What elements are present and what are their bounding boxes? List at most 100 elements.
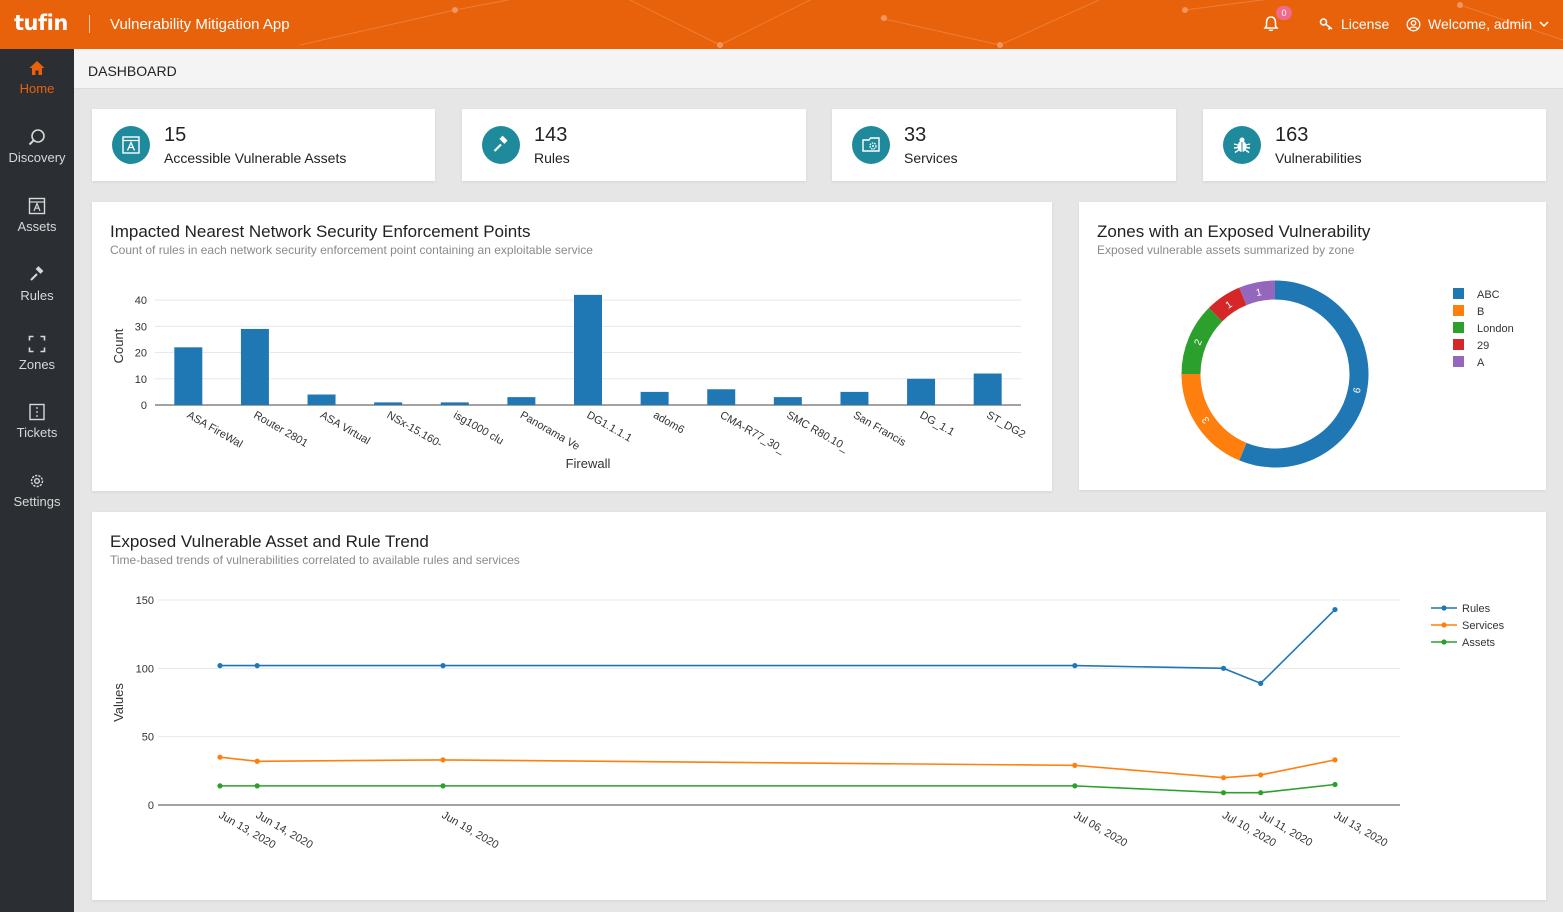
legend-label: Rules bbox=[1462, 603, 1491, 615]
y-tick-label: 10 bbox=[135, 374, 147, 386]
bar bbox=[907, 378, 936, 405]
bar bbox=[507, 397, 536, 405]
donut-slice bbox=[1181, 307, 1223, 375]
y-tick-label: 0 bbox=[148, 800, 154, 812]
bell-icon[interactable] bbox=[1262, 15, 1280, 33]
sidebar-item-assets[interactable]: Assets bbox=[0, 187, 74, 247]
legend-label: 29 bbox=[1477, 340, 1489, 352]
bar bbox=[240, 328, 269, 405]
sidebar-item-home[interactable]: Home bbox=[0, 49, 74, 109]
stat-icon-circle bbox=[482, 126, 520, 164]
data-point bbox=[1332, 606, 1338, 613]
stat-card-assets[interactable]: 15 Accessible Vulnerable Assets bbox=[92, 109, 435, 181]
donut-hole bbox=[1201, 300, 1349, 448]
data-point bbox=[1072, 783, 1078, 789]
y-tick-label: 100 bbox=[136, 663, 154, 675]
bar bbox=[707, 389, 736, 405]
gavel-icon bbox=[493, 135, 508, 152]
panel-subtitle: Count of rules in each network security … bbox=[110, 243, 593, 257]
stat-value: 143 bbox=[534, 124, 568, 146]
ticket-icon bbox=[29, 403, 45, 421]
y-axis-title: Count bbox=[111, 328, 126, 363]
legend-marker bbox=[1441, 622, 1447, 628]
bar bbox=[773, 397, 802, 405]
data-point bbox=[254, 758, 260, 764]
stat-icon-circle bbox=[112, 126, 150, 164]
trend-chart-panel: Exposed Vulnerable Asset and Rule Trend … bbox=[92, 512, 1546, 900]
legend-swatch bbox=[1453, 305, 1464, 316]
x-tick-label: Jun 19, 2020 bbox=[440, 809, 501, 851]
x-tick-label: ST_DG2 bbox=[984, 409, 1027, 441]
y-tick-label: 20 bbox=[135, 348, 147, 360]
y-tick-label: 30 bbox=[135, 321, 147, 333]
asset-icon bbox=[122, 136, 140, 154]
data-point bbox=[1258, 680, 1264, 686]
donut-slice bbox=[1239, 280, 1276, 306]
data-point bbox=[440, 757, 446, 763]
legend-label: ABC bbox=[1477, 289, 1500, 301]
bar bbox=[374, 402, 403, 405]
series-line bbox=[220, 608, 1336, 685]
stat-card-services[interactable]: 33 Services bbox=[832, 109, 1176, 181]
breadcrumb: DASHBOARD bbox=[74, 49, 1563, 89]
y-tick-label: 40 bbox=[135, 295, 147, 307]
legend-label: A bbox=[1477, 357, 1485, 369]
stat-card-rules[interactable]: 143 Rules bbox=[462, 109, 806, 181]
tufin-logo[interactable]: tufin bbox=[14, 11, 68, 35]
x-tick-label: Jul 06, 2020 bbox=[1071, 809, 1129, 849]
data-point bbox=[1332, 781, 1338, 788]
legend-marker bbox=[1441, 605, 1447, 611]
data-point bbox=[1072, 762, 1078, 768]
x-tick-label: Panorama Ve bbox=[518, 409, 582, 453]
bar bbox=[574, 294, 602, 405]
data-point bbox=[217, 663, 223, 669]
stat-value: 33 bbox=[904, 124, 927, 146]
bar-chart-panel: Impacted Nearest Network Security Enforc… bbox=[92, 202, 1052, 491]
y-tick-label: 50 bbox=[142, 732, 154, 744]
gavel-icon bbox=[30, 266, 44, 281]
stat-label: Vulnerabilities bbox=[1275, 150, 1362, 166]
slice-value-label: 9 bbox=[1350, 386, 1362, 394]
x-tick-label: adom6 bbox=[651, 409, 686, 436]
slice-value-label: 1 bbox=[1255, 287, 1263, 299]
zone-icon bbox=[28, 335, 46, 353]
license-link[interactable]: License bbox=[1319, 16, 1389, 32]
legend-swatch bbox=[1453, 288, 1464, 299]
stat-value: 15 bbox=[164, 124, 187, 146]
sidebar-item-tickets[interactable]: Tickets bbox=[0, 393, 74, 453]
bar bbox=[174, 347, 203, 405]
donut-slice bbox=[1239, 280, 1369, 468]
sidebar-item-rules[interactable]: Rules bbox=[0, 256, 74, 316]
user-menu[interactable]: Welcome, admin bbox=[1406, 16, 1549, 32]
sidebar-item-label: Settings bbox=[13, 494, 61, 509]
license-label: License bbox=[1341, 16, 1390, 32]
stat-icon-circle bbox=[852, 126, 890, 164]
chevron-down-icon bbox=[1539, 21, 1549, 28]
sidebar-item-label: Rules bbox=[20, 288, 54, 303]
home-icon bbox=[29, 61, 45, 75]
legend-label: Assets bbox=[1462, 637, 1496, 649]
bar bbox=[973, 373, 1002, 405]
bar bbox=[840, 391, 869, 405]
sidebar-item-settings[interactable]: Settings bbox=[0, 462, 74, 522]
sidebar-item-zones[interactable]: Zones bbox=[0, 325, 74, 385]
legend-label: Services bbox=[1462, 620, 1505, 632]
x-tick-label: CMA-R77_30_ bbox=[718, 409, 788, 456]
series-line bbox=[220, 783, 1336, 794]
data-point bbox=[1258, 772, 1264, 778]
bar bbox=[307, 394, 336, 405]
series-line bbox=[219, 756, 1336, 779]
data-point bbox=[217, 783, 223, 789]
data-point bbox=[440, 783, 446, 789]
legend-swatch bbox=[1453, 322, 1464, 333]
stat-card-vulnerabilities[interactable]: 163 Vulnerabilities bbox=[1203, 109, 1546, 181]
notification-badge: 0 bbox=[1276, 6, 1292, 20]
x-tick-label: DG1.1.1.1 bbox=[585, 409, 634, 444]
x-tick-label: SMC R80.10_ bbox=[784, 409, 851, 454]
sidebar-item-discovery[interactable]: Discovery bbox=[0, 118, 74, 178]
legend-swatch bbox=[1453, 356, 1464, 367]
data-point bbox=[254, 663, 260, 669]
x-tick-label: ASA FireWal bbox=[185, 409, 245, 450]
gear-icon bbox=[30, 474, 44, 488]
